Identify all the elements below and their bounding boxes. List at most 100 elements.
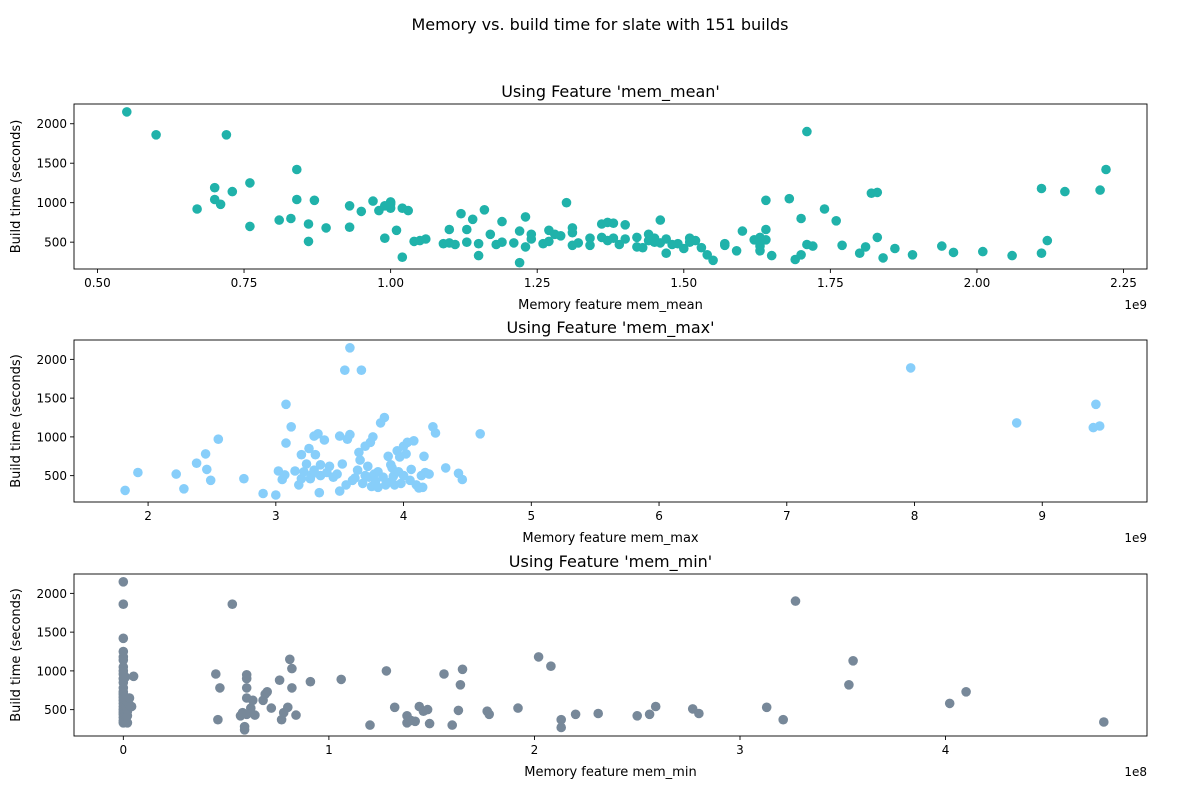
y-tick-label: 1500 [36, 157, 67, 171]
scatter-point [790, 596, 801, 606]
scatter-point [696, 242, 707, 253]
y-tick-label: 2000 [36, 117, 67, 131]
scatter-point [227, 599, 238, 609]
scatter-point [281, 438, 291, 448]
scatter-point [1011, 418, 1022, 428]
scatter-point [227, 186, 238, 197]
x-tick-label: 7 [783, 509, 791, 523]
scatter-point [287, 663, 297, 674]
y-tick-label: 500 [44, 703, 67, 717]
x-tick-label: 2.00 [964, 276, 991, 290]
scatter-point [497, 216, 507, 227]
scatter-point [526, 234, 537, 244]
scatter-point [497, 237, 507, 247]
subplot-title: Using Feature 'mem_max' [506, 318, 714, 338]
scatter-point [245, 221, 255, 232]
scatter-point [291, 710, 301, 720]
scatter-point [266, 703, 277, 713]
scatter-point [872, 232, 883, 243]
scatter-point [241, 670, 252, 680]
scatter-point [151, 130, 161, 140]
scatter-point [761, 224, 771, 235]
scatter-point [334, 486, 345, 496]
scatter-point [274, 215, 285, 225]
scatter-point [430, 428, 441, 438]
scatter-point [620, 220, 630, 230]
scatter-point [345, 429, 355, 440]
scatter-point [248, 695, 258, 706]
scatter-point [281, 399, 291, 410]
scatter-point [661, 248, 671, 258]
scatter-point [561, 197, 572, 208]
scatter-point [1007, 250, 1017, 261]
scatter-point [286, 213, 296, 224]
scatter-point [961, 687, 971, 697]
scatter-point [679, 243, 689, 254]
scatter-point [385, 199, 396, 210]
scatter-point [473, 250, 484, 261]
scatter-point [380, 233, 390, 243]
scatter-point [246, 703, 256, 713]
x-tick-label: 1.75 [817, 276, 844, 290]
scatter-point [321, 223, 331, 233]
scatter-point [424, 469, 434, 479]
scatter-point [419, 451, 429, 462]
scatter-point [245, 178, 255, 188]
scatter-point [344, 201, 355, 211]
subplot-2: Using Feature 'mem_max' 2 3 4 5 6 7 8 9 500 1000 15… [9, 318, 1148, 546]
scatter-point [274, 675, 285, 685]
scatter-point [1094, 421, 1105, 431]
scatter-point [1036, 248, 1047, 258]
scatter-point [761, 235, 771, 245]
scatter-point [854, 248, 865, 258]
x-tick-label: 1 [325, 743, 333, 757]
x-tick-label: 0 [120, 743, 128, 757]
x-axis-label: Memory feature mem_max [522, 531, 699, 546]
y-axis-label: Build time (seconds) [9, 588, 24, 722]
scatter-point [283, 702, 293, 713]
scatter-point [352, 465, 363, 476]
axes-frame [73, 339, 1148, 503]
y-axis-label: Build time (seconds) [9, 354, 24, 488]
scatter-point [422, 704, 433, 715]
scatter-point [475, 429, 486, 439]
scatter-point [462, 237, 472, 247]
scatter-point [421, 234, 431, 244]
scatter-point [336, 674, 347, 685]
scatter-point [796, 250, 806, 260]
x-tick-label: 4 [942, 743, 950, 757]
x-tick-label: 3 [736, 743, 744, 757]
scatter-point [608, 233, 619, 243]
scatter-point [632, 711, 642, 721]
scatter-point [878, 253, 888, 263]
scatter-point [457, 474, 468, 485]
scatter-point [315, 460, 326, 470]
scatter-point [453, 705, 464, 716]
scatter-point [241, 683, 252, 693]
scatter-point [389, 702, 400, 713]
scatter-point [1095, 185, 1105, 195]
y-tick-label: 2000 [36, 353, 67, 367]
scatter-point [872, 187, 883, 198]
subplot-3: Using Feature 'mem_min' 0 1 2 3 4 500 1000 1500 2… [9, 552, 1148, 780]
scatter-point [345, 343, 355, 353]
x-tick-label: 5 [527, 509, 535, 523]
scatter-point [304, 443, 314, 454]
scatter-point [479, 205, 490, 215]
y-tick-label: 1000 [36, 664, 67, 678]
scatter-point [608, 218, 619, 228]
x-offset-label: 1e9 [1124, 531, 1147, 545]
scatter-point [905, 363, 916, 373]
x-tick-label: 1.25 [524, 276, 551, 290]
scatter-point [303, 219, 314, 229]
scatter-point [410, 716, 421, 727]
scatter-point [396, 478, 406, 489]
scatter-point [118, 599, 129, 609]
scatter-point [593, 708, 603, 719]
x-axis-label: Memory feature mem_min [524, 765, 696, 780]
scatter-point [457, 664, 468, 675]
scatter-point [221, 130, 232, 140]
scatter-point [860, 242, 871, 252]
scatter-point [690, 235, 701, 246]
